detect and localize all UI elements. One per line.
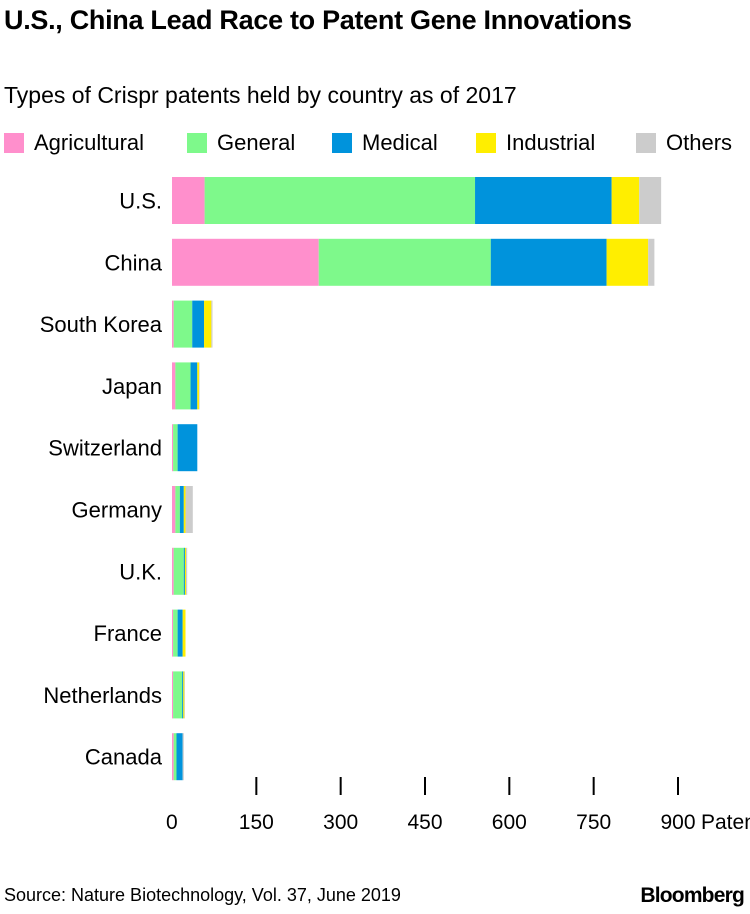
x-tick-label-450: 450 bbox=[407, 811, 442, 834]
bar-japan-others bbox=[198, 362, 200, 410]
category-label-south-korea: South Korea bbox=[40, 312, 163, 337]
category-label-netherlands: Netherlands bbox=[43, 683, 162, 708]
bar-japan-general bbox=[175, 362, 191, 410]
bar-u-s-others bbox=[639, 177, 662, 224]
chart-title: U.S., China Lead Race to Patent Gene Inn… bbox=[4, 5, 632, 35]
bar-canada-agricultural bbox=[172, 733, 174, 781]
category-label-canada: Canada bbox=[85, 745, 163, 770]
category-label-switzerland: Switzerland bbox=[48, 436, 162, 461]
bar-south-korea-agricultural bbox=[172, 300, 174, 348]
legend-swatch-agricultural bbox=[4, 133, 24, 153]
bar-china-industrial bbox=[606, 238, 649, 286]
source-note: Source: Nature Biotechnology, Vol. 37, J… bbox=[4, 885, 401, 905]
bar-u-s-general bbox=[204, 177, 476, 224]
legend-label-general: General bbox=[217, 130, 296, 155]
legend-item-agricultural: Agricultural bbox=[4, 128, 144, 158]
bar-germany-agricultural bbox=[172, 486, 176, 533]
bar-japan-industrial bbox=[197, 362, 199, 410]
category-label-japan: Japan bbox=[102, 374, 162, 399]
bar-u-k-others bbox=[186, 547, 188, 595]
legend-item-industrial: Industrial bbox=[476, 128, 595, 158]
bar-netherlands-industrial bbox=[183, 671, 185, 719]
legend-swatch-industrial bbox=[476, 133, 496, 153]
bar-south-korea-others bbox=[211, 300, 213, 348]
bar-netherlands-agricultural bbox=[172, 671, 174, 719]
bar-germany-medical bbox=[179, 486, 184, 533]
bar-u-k-industrial bbox=[184, 547, 187, 595]
chart-subtitle: Types of Crispr patents held by country … bbox=[4, 82, 517, 108]
bar-france-general bbox=[173, 609, 178, 657]
bar-u-s-medical bbox=[475, 177, 612, 224]
x-axis-unit-label: Patents bbox=[701, 811, 750, 834]
bar-china-general bbox=[318, 238, 491, 286]
x-tick-label-600: 600 bbox=[492, 811, 527, 834]
legend-swatch-others bbox=[636, 133, 656, 153]
legend-item-others: Others bbox=[636, 128, 732, 158]
legend-swatch-medical bbox=[332, 133, 352, 153]
bar-japan-medical bbox=[190, 362, 198, 410]
legend-label-others: Others bbox=[666, 130, 733, 155]
bar-switzerland-general bbox=[173, 424, 178, 472]
legend-item-medical: Medical bbox=[332, 128, 438, 158]
bar-germany-others bbox=[185, 486, 193, 533]
category-label-china: China bbox=[105, 250, 163, 275]
bar-china-medical bbox=[490, 238, 607, 286]
legend-swatch-general bbox=[187, 133, 207, 153]
bar-canada-medical bbox=[176, 733, 183, 781]
bar-netherlands-others bbox=[184, 671, 185, 719]
bar-south-korea-medical bbox=[192, 300, 205, 348]
bar-germany-industrial bbox=[183, 486, 186, 533]
x-tick-label-0: 0 bbox=[166, 811, 178, 834]
bar-u-k-agricultural bbox=[172, 547, 174, 595]
legend-item-general: General bbox=[187, 128, 295, 158]
category-label-u-s: U.S. bbox=[119, 189, 162, 214]
bar-u-k-medical bbox=[183, 547, 185, 595]
bar-japan-agricultural bbox=[172, 362, 176, 410]
bar-france-medical bbox=[177, 609, 183, 657]
x-tick-label-750: 750 bbox=[576, 811, 611, 834]
x-tick-label-150: 150 bbox=[239, 811, 274, 834]
legend: Agricultural General Medical Industrial … bbox=[4, 128, 750, 158]
category-label-germany: Germany bbox=[72, 498, 162, 523]
bar-u-s-agricultural bbox=[172, 177, 205, 224]
bar-canada-others bbox=[182, 733, 184, 781]
bar-canada-general bbox=[173, 733, 177, 781]
x-tick-label-900: 900 bbox=[660, 811, 695, 834]
bar-france-agricultural bbox=[172, 609, 174, 657]
bar-south-korea-general bbox=[173, 300, 193, 348]
bar-u-k-general bbox=[173, 547, 184, 595]
bar-netherlands-medical bbox=[182, 671, 184, 719]
bloomberg-logo: Bloomberg bbox=[640, 884, 744, 907]
bar-germany-general bbox=[175, 486, 180, 533]
bar-china-others bbox=[648, 238, 655, 286]
bar-netherlands-general bbox=[173, 671, 183, 719]
bar-south-korea-industrial bbox=[204, 300, 212, 348]
bar-switzerland-agricultural bbox=[172, 424, 174, 472]
category-label-france: France bbox=[94, 621, 162, 646]
bar-u-s-industrial bbox=[611, 177, 640, 224]
bar-france-industrial bbox=[182, 609, 186, 657]
category-label-u-k: U.K. bbox=[119, 559, 162, 584]
bar-switzerland-medical bbox=[177, 424, 198, 472]
x-tick-label-300: 300 bbox=[323, 811, 358, 834]
bar-china-agricultural bbox=[172, 238, 319, 286]
legend-label-industrial: Industrial bbox=[506, 130, 596, 155]
legend-label-agricultural: Agricultural bbox=[34, 130, 145, 155]
legend-label-medical: Medical bbox=[362, 130, 438, 155]
